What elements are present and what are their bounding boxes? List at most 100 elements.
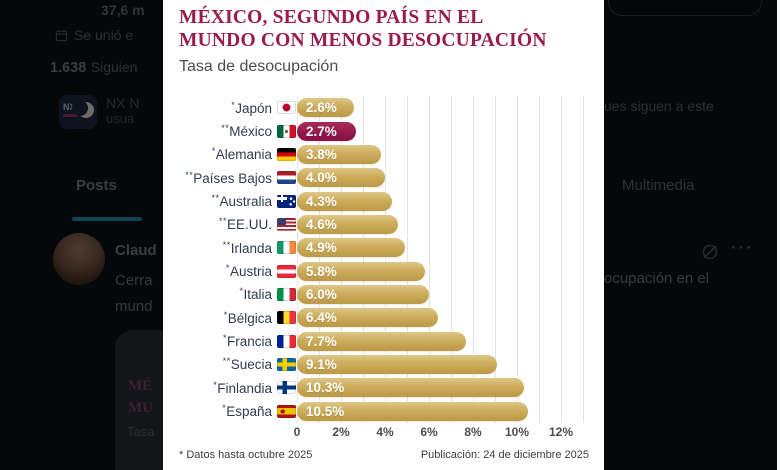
post-text-right-fragment: ocupación en el <box>604 270 710 287</box>
x-axis-tick: 2% <box>332 425 350 439</box>
chart-row: **Suecia 9.1% <box>163 353 604 376</box>
bar: 2.6% <box>297 98 355 118</box>
country-label: *Finlandia <box>213 379 272 396</box>
joined-date-label: Se unió e <box>74 27 134 43</box>
country-label: *Japón <box>231 99 272 116</box>
chart-title: MÉXICO, SEGUNDO PAÍS EN EL MUNDO CON MEN… <box>179 7 547 51</box>
country-label: **Países Bajos <box>185 169 272 186</box>
lightbox-chart-image[interactable]: MÉXICO, SEGUNDO PAÍS EN EL MUNDO CON MEN… <box>163 0 604 470</box>
chart-row: *Francia 7.7% <box>163 329 604 352</box>
post-text-line1: Cerra <box>115 272 153 289</box>
bar: 4.0% <box>297 168 385 188</box>
country-label: *Austria <box>225 263 272 280</box>
x-axis-tick: 10% <box>504 425 530 439</box>
author-avatar[interactable] <box>53 233 105 285</box>
bar: 3.8% <box>297 144 381 164</box>
card-subtitle-fragment: Tasa <box>127 424 155 439</box>
chart-x-axis: 0 2% 4% 6% 8% 10% 12% <box>293 425 587 441</box>
bar-value-label: 6.4% <box>306 310 337 326</box>
joined-date-row: Se unió e <box>55 27 133 43</box>
chart-rows: *Japón 2.6% **México 2.7% *Alemania 3.8% **Paí… <box>163 96 604 423</box>
x-axis-tick: 12% <box>548 425 574 439</box>
tab-posts[interactable]: Posts <box>76 177 117 194</box>
chart-row: **Países Bajos 4.0% <box>163 166 604 189</box>
country-label: *Alemania <box>211 146 272 163</box>
bar-value-label: 4.0% <box>306 170 337 186</box>
country-flag-icon <box>277 101 296 115</box>
bar-value-label: 4.9% <box>306 240 337 256</box>
bar: 7.7% <box>297 331 467 351</box>
nx-logo-red-bar <box>63 114 78 117</box>
x-axis-tick: 6% <box>420 425 438 439</box>
nx-noticias-avatar[interactable]: NX <box>59 95 97 129</box>
country-label: *Bélgica <box>223 309 272 326</box>
followed-by-row[interactable]: NX NX N usua <box>59 95 139 129</box>
chart-row: *Japón 2.6% <box>163 96 604 119</box>
chart-row: *Italia 6.0% <box>163 283 604 306</box>
country-flag-icon <box>277 217 296 231</box>
chart-row: *Alemania 3.8% <box>163 143 604 166</box>
country-label: *Francia <box>222 333 272 350</box>
calendar-icon <box>55 29 68 42</box>
post-author-name: Claud <box>115 242 157 259</box>
bar: 6.4% <box>297 308 438 328</box>
chart-row: **Irlanda 4.9% <box>163 236 604 259</box>
country-flag-icon <box>277 194 296 208</box>
bar-value-label: 4.6% <box>306 216 337 232</box>
bar: 10.5% <box>297 401 528 421</box>
bar: 6.0% <box>297 284 429 304</box>
profile-posts-count: 37,6 m <box>101 2 145 18</box>
bar-value-label: 6.0% <box>306 286 337 302</box>
tab-multimedia[interactable]: Multimedia <box>622 177 695 194</box>
country-flag-icon <box>277 147 296 161</box>
country-flag-icon <box>277 334 296 348</box>
post-text-line2: mund <box>115 298 153 315</box>
bar: 5.8% <box>297 261 425 281</box>
bar-value-label: 4.3% <box>306 193 337 209</box>
following-count: 1.638 <box>50 60 87 76</box>
bar: 4.6% <box>297 214 399 234</box>
bar-value-label: 9.1% <box>306 356 337 372</box>
chart-footnote: * Datos hasta octubre 2025 <box>179 449 313 461</box>
chart-row: **México 2.7% <box>163 119 604 142</box>
bar-value-label: 2.6% <box>306 100 337 116</box>
country-label: **EE.UU. <box>218 216 272 233</box>
bar-highlight: 2.7% <box>297 121 357 141</box>
country-flag-icon <box>277 124 296 138</box>
country-flag-icon <box>277 357 296 371</box>
bar-value-label: 7.7% <box>306 333 337 349</box>
bar-value-label: 5.8% <box>306 263 337 279</box>
followed-by-handle: usua <box>106 111 135 126</box>
chart-publication-date: Publicación: 24 de diciembre 2025 <box>420 449 589 461</box>
chart-subtitle: Tasa de desocupación <box>179 58 339 75</box>
bar: 10.3% <box>297 378 524 398</box>
bar: 4.9% <box>297 238 405 258</box>
chart-row: *Austria 5.8% <box>163 259 604 282</box>
chart-row: **EE.UU. 4.6% <box>163 213 604 236</box>
country-flag-icon <box>277 311 296 325</box>
country-label: **México <box>221 123 272 140</box>
followed-by-name: NX N <box>106 95 140 111</box>
country-flag-icon <box>277 241 296 255</box>
chart-row: *España 10.5% <box>163 399 604 422</box>
country-flag-icon <box>277 404 296 418</box>
x-axis-tick: 8% <box>464 425 482 439</box>
x-axis-tick: 4% <box>376 425 394 439</box>
grok-icon[interactable] <box>700 242 720 262</box>
country-flag-icon <box>277 287 296 301</box>
more-options-icon[interactable]: ··· <box>731 238 754 257</box>
country-label: **Irlanda <box>222 239 272 256</box>
chart-row: *Finlandia 10.3% <box>163 376 604 399</box>
nx-crescent-moon-icon <box>72 100 94 118</box>
following-stat[interactable]: 1.638 Siguien <box>50 59 137 77</box>
chart-row: *Bélgica 6.4% <box>163 306 604 329</box>
bar: 9.1% <box>297 354 498 374</box>
country-label: **Suecia <box>222 356 272 373</box>
country-label: *Italia <box>239 286 272 303</box>
card-title-fragment-1: MÉ <box>128 378 153 394</box>
x-axis-tick: 0 <box>293 425 301 439</box>
page-edge-strip <box>777 0 780 470</box>
banner-edge-outline <box>608 0 762 16</box>
card-title-fragment-2: MU <box>128 400 153 416</box>
bar-value-label: 2.7% <box>306 123 337 139</box>
